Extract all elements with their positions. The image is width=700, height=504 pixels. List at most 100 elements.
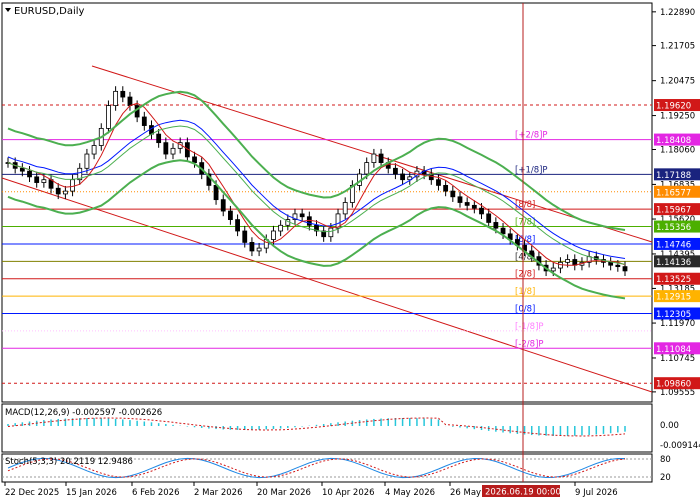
price-level-value: 1.12305 bbox=[656, 310, 691, 320]
candle-body bbox=[443, 184, 449, 192]
candle-body bbox=[342, 202, 348, 215]
blue-ma-line bbox=[7, 119, 626, 259]
candle-body bbox=[84, 153, 90, 169]
candle-body bbox=[407, 176, 413, 181]
candle-body bbox=[471, 204, 477, 209]
stoch-d-line bbox=[7, 458, 626, 478]
candle-body bbox=[493, 222, 499, 229]
candle-body bbox=[249, 241, 255, 252]
candle-body bbox=[364, 162, 370, 175]
price-level-value: 1.11084 bbox=[656, 345, 691, 355]
murrey-label: [-1/8]P bbox=[515, 322, 544, 332]
price-level-badge bbox=[654, 168, 700, 181]
price-level-badge bbox=[654, 272, 700, 285]
candle-body bbox=[141, 116, 147, 126]
candle-body bbox=[242, 230, 248, 243]
candle-body bbox=[228, 210, 233, 221]
candle-body bbox=[321, 230, 327, 238]
price-level-badge bbox=[654, 220, 700, 233]
time-axis-label: 6 Feb 2026 bbox=[132, 488, 180, 498]
price-level-value: 1.14136 bbox=[656, 258, 691, 268]
candle-body bbox=[622, 266, 628, 272]
murrey-label: [+2/8]P bbox=[515, 131, 548, 141]
candle-body bbox=[278, 224, 284, 232]
time-axis-label: 10 Apr 2026 bbox=[322, 488, 375, 498]
price-axis-label: 1.21705 bbox=[660, 42, 695, 52]
candle-body bbox=[106, 105, 111, 129]
candle-body bbox=[457, 196, 463, 203]
candle-body bbox=[271, 230, 276, 240]
candle-body bbox=[565, 259, 571, 263]
price-level-badge bbox=[654, 377, 700, 390]
price-axis-label: 1.10745 bbox=[660, 354, 695, 364]
price-level-badge bbox=[654, 255, 700, 268]
chevron-down-icon bbox=[5, 8, 11, 12]
price-level-value: 1.15356 bbox=[656, 223, 691, 233]
murrey-label: [+1/8]P bbox=[515, 165, 548, 175]
channel-lower-line bbox=[1, 177, 653, 393]
candle-body bbox=[572, 259, 578, 266]
murrey-label: [1/8] bbox=[515, 287, 535, 297]
candle-body bbox=[306, 216, 312, 226]
price-level-badge bbox=[654, 290, 700, 303]
candle-body bbox=[163, 142, 169, 155]
price-axis-label: 1.22890 bbox=[660, 8, 695, 18]
time-axis-label: 9 Jul 2026 bbox=[575, 488, 618, 498]
candle-body bbox=[464, 202, 470, 206]
time-axis-label: 22 Dec 2025 bbox=[5, 488, 59, 498]
price-level-value: 1.19620 bbox=[656, 102, 691, 112]
murrey-label: [-2/8]P bbox=[515, 339, 544, 349]
candle-body bbox=[34, 176, 40, 183]
candle-body bbox=[314, 224, 319, 232]
price-level-value: 1.16577 bbox=[656, 188, 691, 198]
candle-body bbox=[55, 187, 61, 195]
price-axis-label: 1.09555 bbox=[660, 388, 695, 398]
murrey-label: [0/8] bbox=[515, 305, 535, 315]
candle-body bbox=[479, 207, 484, 215]
candle-body bbox=[615, 264, 621, 268]
candle-body bbox=[378, 153, 384, 164]
candle-body bbox=[450, 190, 456, 198]
bollinger-lower bbox=[7, 159, 626, 300]
macd-panel bbox=[1, 403, 653, 453]
price-level-value: 1.18408 bbox=[656, 136, 691, 146]
candle-body bbox=[120, 90, 126, 98]
price-axis-label: 1.20475 bbox=[660, 77, 695, 87]
murrey-label: [4/8] bbox=[515, 252, 535, 262]
candle-body bbox=[299, 213, 305, 218]
price-axis-label: 1.15620 bbox=[660, 215, 695, 225]
price-level-badge bbox=[654, 185, 700, 198]
candle-body bbox=[77, 167, 83, 181]
candle-body bbox=[500, 227, 506, 235]
price-level-value: 1.12915 bbox=[656, 293, 691, 303]
price-level-badge bbox=[654, 237, 700, 250]
candle-body bbox=[256, 247, 262, 252]
macd-axis-zero: 0.00 bbox=[660, 421, 679, 431]
price-level-badge bbox=[654, 99, 700, 112]
price-axis-label: 1.18060 bbox=[660, 145, 695, 155]
candle-body bbox=[335, 213, 341, 229]
candle-body bbox=[41, 179, 47, 183]
candle-body bbox=[19, 167, 25, 172]
window-title: EURUSD,Daily bbox=[14, 6, 85, 17]
stoch-axis-80: 80 bbox=[660, 455, 671, 465]
time-axis-label: 2 Mar 2026 bbox=[194, 488, 242, 498]
candle-body bbox=[213, 184, 219, 201]
candle-body bbox=[550, 267, 556, 272]
candle-body bbox=[235, 219, 240, 232]
candle-body bbox=[393, 167, 398, 175]
price-level-value: 1.17188 bbox=[656, 171, 691, 181]
stoch-axis-20: 20 bbox=[660, 473, 671, 483]
crosshair-date-badge bbox=[482, 485, 560, 497]
time-axis-label: 26 May 2026 bbox=[450, 488, 505, 498]
time-axis-label: 4 May 2026 bbox=[385, 488, 435, 498]
candle-body bbox=[70, 179, 75, 192]
price-axis-label: 1.16835 bbox=[660, 180, 695, 190]
bollinger-upper bbox=[7, 90, 626, 231]
bollinger-middle bbox=[7, 125, 626, 265]
candle-body bbox=[127, 96, 133, 107]
price-level-value: 1.15967 bbox=[656, 206, 691, 216]
candle-body bbox=[220, 199, 226, 212]
